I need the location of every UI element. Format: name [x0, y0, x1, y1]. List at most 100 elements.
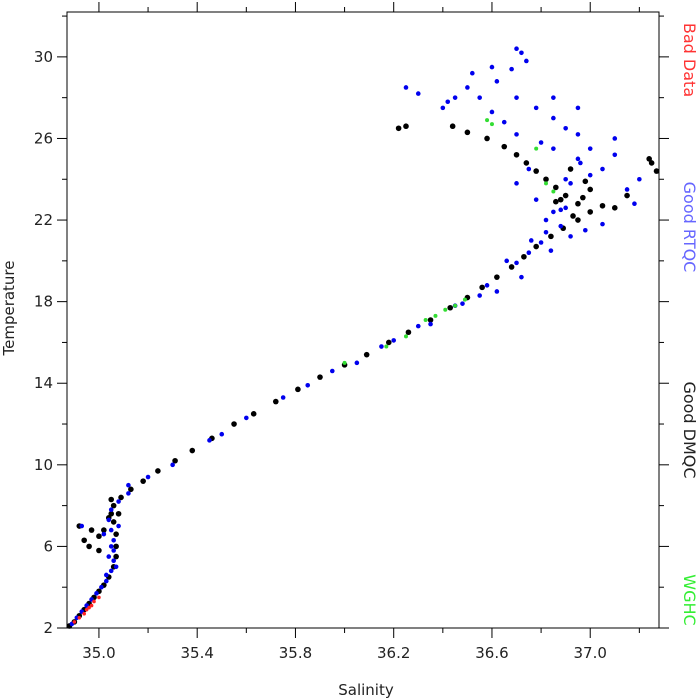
data-point: [519, 274, 524, 280]
data-point: [568, 234, 573, 239]
y-tick-label: 22: [34, 211, 53, 229]
data-point: [207, 438, 212, 443]
data-point: [170, 462, 175, 468]
data-point: [562, 192, 569, 199]
data-point: [513, 151, 520, 158]
data-point: [449, 123, 456, 130]
data-point: [563, 176, 568, 182]
data-point: [624, 187, 630, 192]
data-point: [557, 196, 564, 203]
data-point: [111, 548, 116, 553]
y-tick-label: 18: [34, 293, 53, 311]
series-wghc: [342, 118, 556, 365]
data-point: [583, 227, 588, 233]
data-point: [460, 301, 465, 306]
data-point: [94, 591, 99, 596]
data-point: [523, 160, 530, 166]
data-point: [113, 564, 119, 570]
data-point: [501, 143, 508, 150]
series-bad-data: [72, 595, 101, 624]
legend: Bad Data Good RTQC Good DMQC WGHC: [680, 23, 699, 626]
data-point: [295, 386, 301, 393]
data-point: [551, 95, 556, 100]
y-tick-label: 30: [34, 48, 53, 66]
data-point: [88, 527, 95, 533]
data-point: [514, 181, 519, 186]
data-point: [470, 70, 475, 76]
data-point: [599, 202, 606, 209]
data-point: [104, 578, 109, 584]
x-tick-label: 36.6: [475, 644, 508, 662]
data-point: [462, 297, 467, 302]
data-point: [96, 533, 102, 540]
data-point: [452, 95, 458, 100]
data-point: [101, 531, 107, 537]
data-point: [524, 58, 529, 64]
data-point: [558, 207, 564, 213]
data-point: [342, 360, 347, 365]
x-tick-label: 35.0: [82, 644, 115, 662]
data-point: [485, 118, 490, 123]
data-point: [553, 198, 559, 205]
data-point: [514, 46, 519, 52]
data-point: [575, 105, 581, 111]
data-point: [443, 307, 448, 312]
data-point: [543, 229, 549, 235]
data-point: [553, 184, 559, 191]
data-point: [551, 146, 556, 151]
data-point: [587, 209, 594, 215]
data-point: [543, 217, 549, 223]
data-point: [528, 238, 534, 243]
data-point: [489, 64, 495, 70]
data-point: [447, 304, 454, 311]
x-tick-label: 36.2: [377, 644, 410, 662]
data-point: [87, 605, 91, 610]
data-point: [509, 66, 514, 72]
data-point: [427, 317, 434, 323]
data-point: [533, 168, 539, 174]
data-point: [86, 543, 92, 550]
data-point: [110, 519, 117, 525]
data-point: [514, 260, 519, 266]
data-point: [533, 197, 539, 202]
data-point: [494, 289, 500, 294]
data-point: [403, 334, 408, 339]
data-point: [519, 50, 524, 56]
data-point: [575, 217, 581, 223]
data-point: [551, 115, 556, 121]
data-point: [108, 527, 114, 533]
data-point: [113, 553, 119, 560]
plot-frame: [66, 11, 660, 629]
data-point: [79, 523, 85, 529]
data-point: [453, 303, 458, 308]
data-point: [395, 125, 402, 132]
data-point: [116, 523, 121, 529]
legend-item: Good RTQC: [680, 182, 699, 273]
data-point: [415, 91, 421, 96]
data-point: [280, 395, 286, 400]
data-point: [113, 543, 119, 550]
data-point: [548, 248, 554, 253]
data-points: [66, 46, 660, 629]
data-point: [172, 457, 178, 464]
data-point: [97, 595, 101, 600]
data-point: [612, 152, 618, 158]
data-point: [115, 510, 122, 517]
data-point: [82, 611, 86, 616]
data-point: [329, 368, 335, 374]
data-point: [578, 160, 583, 166]
data-point: [484, 135, 490, 142]
data-point: [155, 468, 161, 474]
data-point: [526, 250, 532, 255]
data-point: [582, 178, 589, 185]
data-point: [145, 474, 151, 480]
data-point: [391, 338, 397, 343]
data-point: [648, 160, 655, 166]
data-point: [477, 293, 482, 298]
data-point: [96, 547, 102, 554]
data-point: [433, 313, 438, 318]
data-point: [580, 194, 586, 201]
data-point: [464, 129, 471, 136]
data-point: [563, 205, 568, 211]
